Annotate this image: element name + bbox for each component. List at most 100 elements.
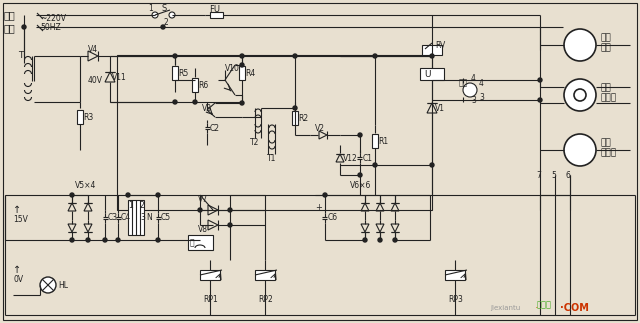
Circle shape — [156, 238, 160, 242]
Circle shape — [373, 54, 377, 58]
Text: RP2: RP2 — [258, 296, 273, 305]
Circle shape — [40, 277, 56, 293]
Circle shape — [463, 83, 477, 97]
Text: 接线图: 接线图 — [537, 300, 552, 309]
Circle shape — [358, 133, 362, 137]
Bar — [422, 45, 442, 55]
Circle shape — [393, 238, 397, 242]
Text: RV: RV — [435, 40, 445, 49]
Circle shape — [363, 238, 367, 242]
Text: V11: V11 — [112, 72, 127, 81]
Circle shape — [373, 163, 377, 167]
Text: 输: 输 — [190, 238, 195, 247]
Bar — [172, 66, 178, 80]
Text: 15V: 15V — [13, 215, 28, 224]
Circle shape — [574, 89, 586, 101]
Text: ↑: ↑ — [13, 205, 21, 215]
Text: 40V: 40V — [88, 76, 103, 85]
Text: 0V: 0V — [13, 276, 23, 285]
Text: V1: V1 — [435, 103, 445, 112]
Circle shape — [378, 238, 382, 242]
Text: 1: 1 — [148, 4, 153, 13]
Circle shape — [161, 25, 165, 29]
Text: R1: R1 — [378, 137, 388, 145]
Circle shape — [22, 25, 26, 29]
Text: R5: R5 — [178, 68, 188, 78]
Text: 7: 7 — [536, 171, 541, 180]
Circle shape — [103, 238, 107, 242]
Text: 电磁: 电磁 — [601, 84, 612, 92]
Text: S: S — [161, 4, 166, 13]
Text: C5: C5 — [161, 214, 171, 223]
Bar — [77, 110, 83, 124]
Text: T2: T2 — [250, 138, 259, 147]
Text: V8: V8 — [198, 225, 208, 234]
Circle shape — [564, 29, 596, 61]
Text: C2: C2 — [210, 123, 220, 132]
Text: C4: C4 — [121, 214, 131, 223]
Text: 2: 2 — [163, 17, 168, 26]
Bar — [128, 200, 144, 235]
Bar — [420, 68, 444, 80]
Bar — [200, 270, 220, 280]
Circle shape — [430, 54, 434, 58]
Circle shape — [564, 134, 596, 166]
Text: C1: C1 — [363, 153, 373, 162]
Text: R4: R4 — [245, 68, 255, 78]
Text: 50HZ: 50HZ — [40, 23, 61, 32]
Circle shape — [70, 193, 74, 197]
Text: C3: C3 — [108, 214, 118, 223]
Circle shape — [240, 54, 244, 58]
Text: +: + — [315, 203, 322, 212]
Circle shape — [240, 63, 244, 67]
Text: 3: 3 — [471, 96, 476, 105]
Bar — [117, 55, 432, 210]
Text: V12: V12 — [343, 153, 358, 162]
Circle shape — [173, 100, 177, 104]
Text: 中线: 中线 — [4, 23, 16, 33]
Circle shape — [358, 173, 362, 177]
Text: 4: 4 — [471, 74, 476, 82]
Circle shape — [86, 238, 90, 242]
Text: T1: T1 — [267, 153, 276, 162]
Bar — [192, 78, 198, 92]
Text: 测速: 测速 — [601, 139, 612, 148]
Circle shape — [323, 193, 327, 197]
Bar — [239, 66, 245, 80]
Circle shape — [564, 79, 596, 111]
Text: R3: R3 — [83, 112, 93, 121]
Text: 发电机: 发电机 — [601, 149, 617, 158]
Text: 3: 3 — [479, 92, 484, 101]
Circle shape — [538, 98, 542, 102]
Text: U: U — [424, 69, 431, 78]
Text: V3: V3 — [202, 103, 212, 112]
Text: FU: FU — [209, 5, 220, 14]
Circle shape — [228, 223, 232, 227]
Circle shape — [156, 193, 160, 197]
Text: jiexiantu: jiexiantu — [490, 305, 520, 311]
Bar — [372, 134, 378, 148]
Text: ~220V: ~220V — [40, 14, 66, 23]
Circle shape — [173, 54, 177, 58]
Text: 离合器: 离合器 — [601, 93, 617, 102]
Bar — [188, 235, 213, 250]
Text: ·COM: ·COM — [560, 303, 589, 313]
Text: C6: C6 — [328, 214, 338, 223]
Circle shape — [293, 106, 297, 110]
Text: 5: 5 — [551, 171, 556, 180]
Circle shape — [198, 208, 202, 212]
Text: T: T — [18, 50, 24, 59]
Text: R6: R6 — [198, 80, 208, 89]
Bar — [210, 12, 223, 18]
Circle shape — [152, 12, 158, 18]
Text: RP1: RP1 — [203, 296, 218, 305]
Text: 6: 6 — [566, 171, 571, 180]
Circle shape — [293, 54, 297, 58]
Text: 2: 2 — [140, 201, 145, 210]
Circle shape — [193, 100, 197, 104]
Circle shape — [116, 238, 120, 242]
Text: 1: 1 — [128, 201, 132, 210]
Circle shape — [430, 163, 434, 167]
Circle shape — [228, 208, 232, 212]
Text: V4: V4 — [88, 45, 98, 54]
